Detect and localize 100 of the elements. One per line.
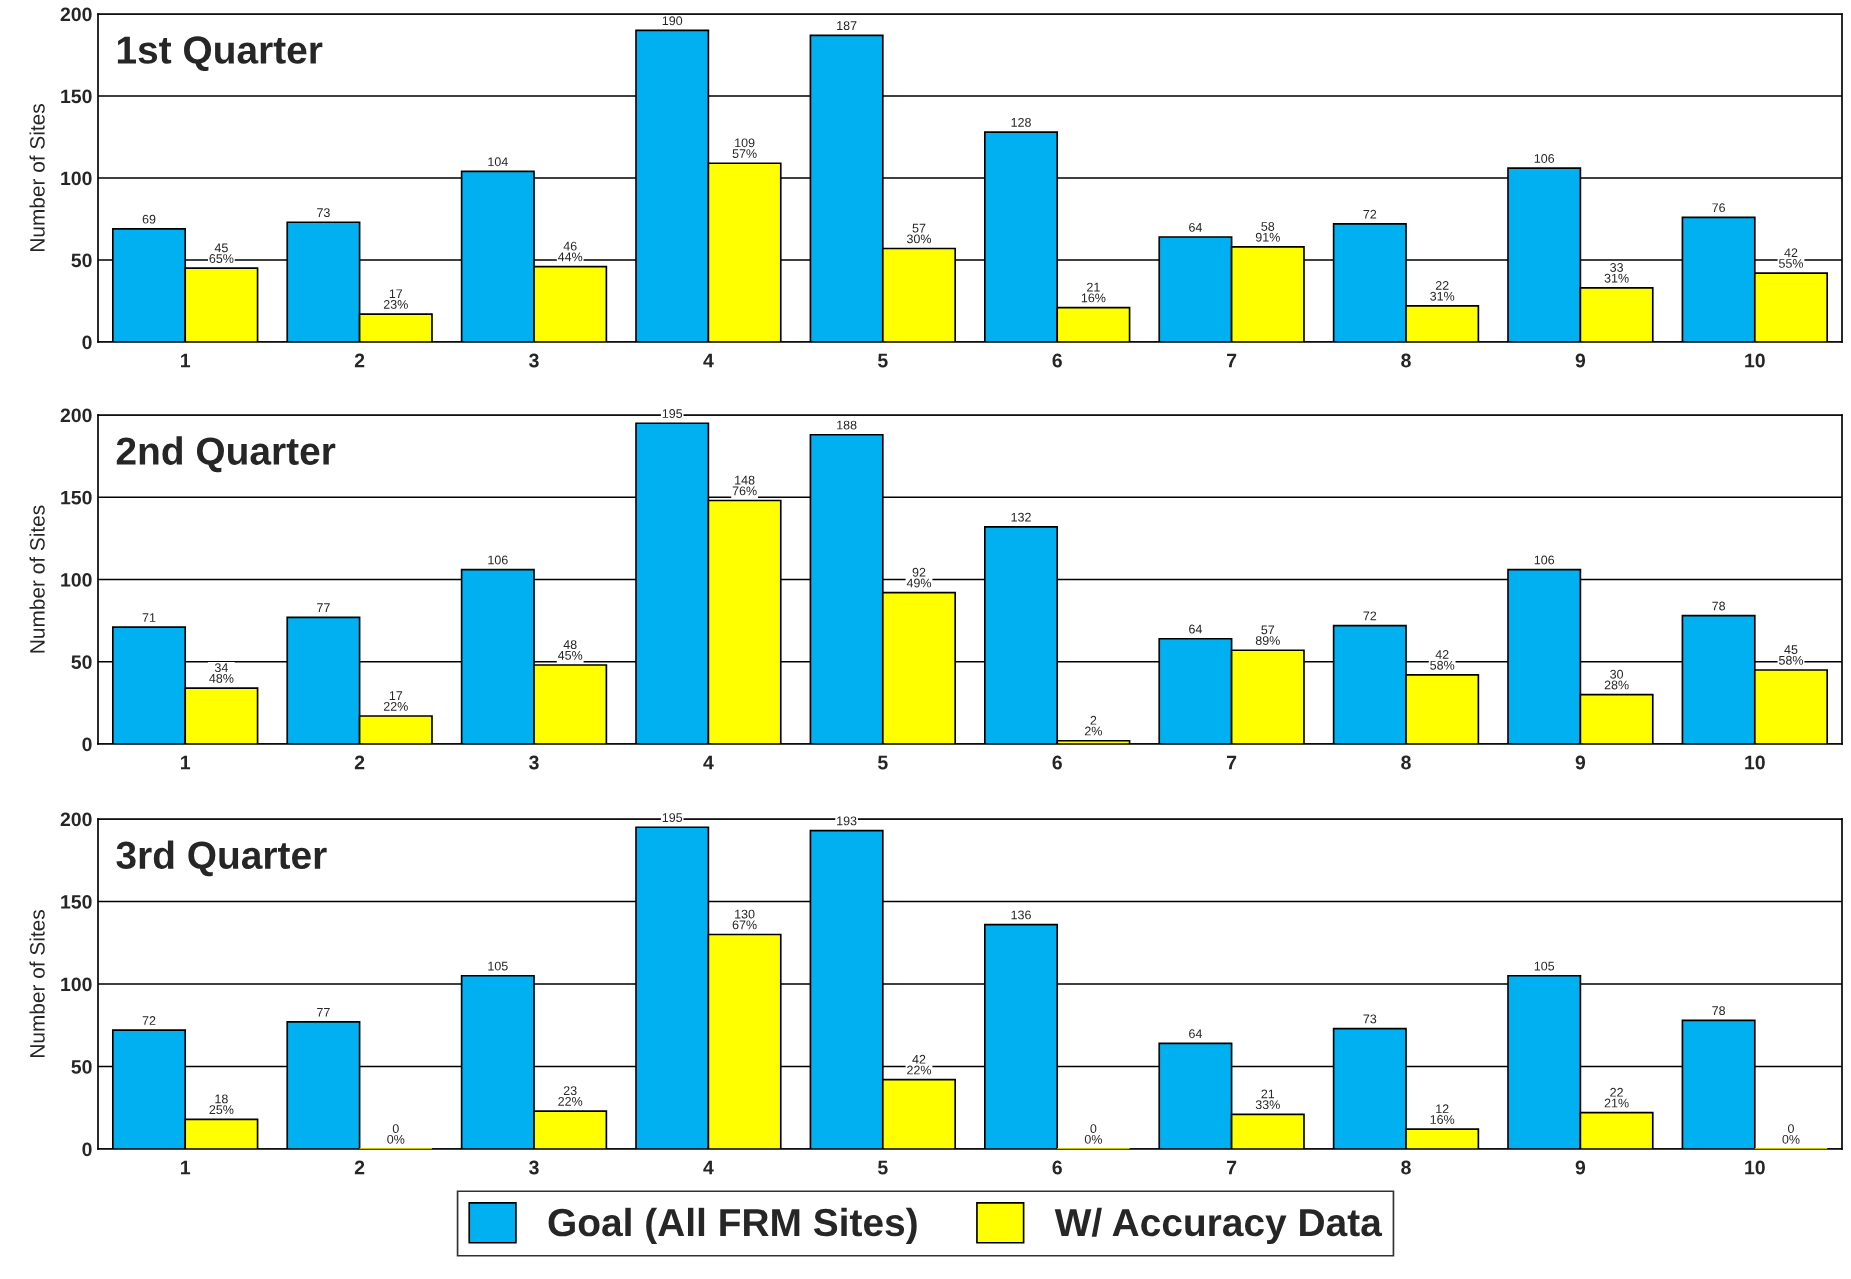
data-label: 0 0%	[387, 1124, 405, 1144]
legend-label: Goal (All FRM Sites)	[548, 1207, 917, 1245]
data-label: 78	[1712, 601, 1726, 611]
data-label: 58 91%	[1255, 222, 1280, 242]
y-tick-label: 50	[71, 655, 92, 669]
x-tick-label: 7	[1227, 353, 1237, 368]
y-tick-label: 0	[82, 737, 92, 752]
data-label: 57 89%	[1255, 625, 1280, 645]
y-tick-label: 100	[61, 171, 92, 186]
x-tick-label: 5	[877, 1160, 888, 1175]
data-label: 71	[142, 613, 156, 622]
x-tick-label: 2	[354, 353, 365, 368]
x-tick-label: 1	[181, 1160, 191, 1175]
data-label: 104	[488, 157, 508, 167]
y-tick-label: 200	[60, 812, 92, 827]
data-label: 45 65%	[209, 243, 234, 263]
data-label: 105	[488, 961, 508, 971]
data-label: 148 76%	[732, 475, 757, 496]
x-tick-label: 8	[1401, 1160, 1411, 1175]
data-label: 92 49%	[906, 567, 932, 588]
data-label: 77	[317, 1007, 330, 1017]
text: 3rd Quarter	[116, 840, 327, 877]
data-label: 30 28%	[1604, 669, 1629, 690]
data-label: 195	[662, 409, 683, 418]
y-tick-label: 150	[61, 89, 92, 104]
data-label: 109 57%	[732, 138, 757, 158]
y-axis-title: Number of Sites	[29, 104, 45, 251]
data-label: 57 30%	[906, 223, 932, 244]
x-tick-label: 7	[1227, 755, 1237, 770]
x-tick-label: 9	[1575, 1160, 1586, 1175]
data-label: 48 45%	[557, 640, 583, 660]
y-tick-label: 200	[60, 408, 92, 423]
data-label: 22 21%	[1604, 1087, 1629, 1108]
data-label: 22 31%	[1430, 281, 1455, 301]
data-label: 64	[1189, 1029, 1202, 1039]
legend-label: W/ Accuracy Data	[1054, 1207, 1383, 1245]
data-label: 128	[1011, 117, 1031, 127]
data-label: 21 16%	[1081, 282, 1106, 303]
x-tick-label: 6	[1052, 1160, 1062, 1175]
x-tick-label: 2	[354, 755, 365, 770]
data-label: 0 0%	[1782, 1124, 1800, 1144]
data-label: 12 16%	[1430, 1104, 1455, 1124]
x-tick-label: 7	[1227, 1160, 1237, 1175]
data-label: 105	[1534, 961, 1555, 971]
data-label: 42 58%	[1430, 650, 1455, 670]
text: 2nd Quarter	[116, 436, 336, 473]
data-label: 106	[1534, 555, 1555, 565]
data-label: 18 25%	[209, 1094, 234, 1115]
x-tick-label: 9	[1575, 353, 1586, 368]
x-tick-label: 6	[1052, 755, 1062, 770]
data-label: 45 58%	[1778, 645, 1804, 665]
data-label: 64	[1189, 624, 1202, 634]
data-label: 69	[142, 214, 156, 224]
text: 1st Quarter	[117, 36, 323, 72]
data-label: 72	[1363, 611, 1377, 621]
data-label: 76	[1712, 203, 1726, 213]
data-label: 42 22%	[907, 1054, 932, 1075]
data-label: 42 55%	[1778, 248, 1804, 268]
data-label: 17 22%	[383, 691, 408, 711]
x-tick-label: 3	[529, 1160, 539, 1175]
data-label: 77	[317, 603, 330, 612]
data-label: 73	[1363, 1014, 1377, 1024]
data-label: 34 48%	[209, 663, 234, 683]
y-tick-label: 100	[61, 977, 92, 992]
x-tick-label: 8	[1401, 353, 1411, 368]
data-label: 106	[1534, 154, 1555, 163]
data-label: 17 23%	[383, 289, 408, 309]
x-tick-label: 4	[703, 1160, 714, 1175]
data-label: 73	[317, 208, 330, 218]
y-tick-label: 0	[82, 335, 92, 350]
x-tick-label: 8	[1401, 755, 1411, 770]
x-tick-label: 5	[877, 755, 888, 770]
data-label: 195	[662, 813, 683, 822]
x-tick-label: 9	[1575, 755, 1586, 770]
y-axis-title: Number of Sites	[29, 910, 45, 1057]
data-label: 64	[1189, 222, 1202, 232]
data-label: 193	[837, 816, 857, 826]
data-label: 130 67%	[732, 909, 757, 930]
data-label: 132	[1011, 512, 1031, 522]
data-label: 136	[1011, 910, 1031, 920]
y-tick-label: 150	[61, 894, 92, 909]
x-tick-label: 2	[354, 1160, 365, 1175]
x-tick-label: 10	[1745, 1160, 1765, 1175]
data-label: 21 33%	[1255, 1089, 1280, 1110]
data-label: 72	[142, 1016, 156, 1025]
x-tick-label: 1	[181, 353, 191, 368]
y-tick-label: 100	[61, 572, 92, 587]
y-tick-label: 50	[71, 253, 92, 268]
x-tick-label: 3	[529, 755, 539, 770]
x-tick-label: 1	[181, 755, 191, 770]
data-label: 23 22%	[558, 1086, 583, 1106]
data-label: 0 0%	[1084, 1124, 1102, 1144]
data-label: 2 2%	[1084, 715, 1102, 736]
data-label: 190	[662, 16, 683, 26]
y-tick-label: 200	[60, 7, 92, 22]
data-label: 72	[1363, 209, 1377, 219]
x-tick-label: 10	[1745, 755, 1765, 770]
data-label: 188	[837, 420, 857, 430]
data-label: 33 31%	[1604, 263, 1629, 283]
x-tick-label: 10	[1745, 353, 1765, 368]
